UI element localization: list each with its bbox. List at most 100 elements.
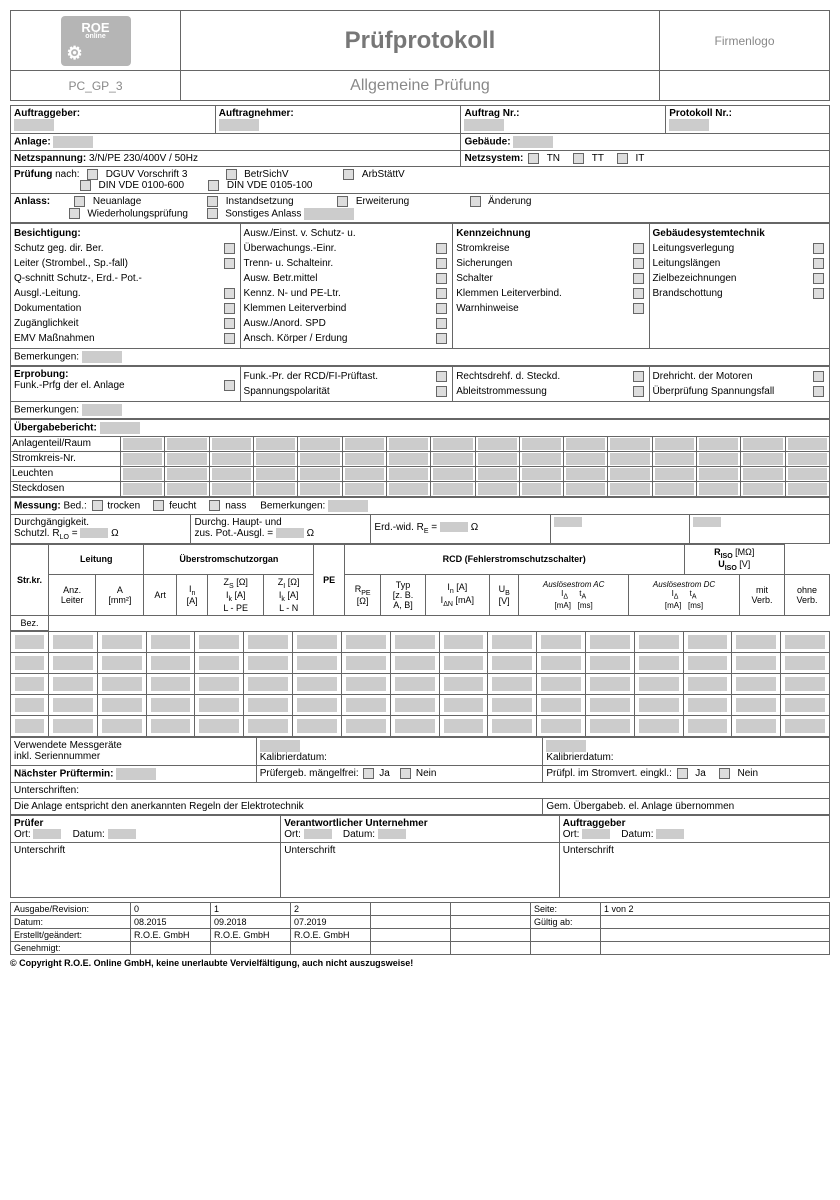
placeholder[interactable] — [464, 119, 504, 131]
checkbox[interactable] — [813, 273, 824, 284]
checkbox[interactable] — [224, 303, 235, 314]
placeholder[interactable] — [116, 768, 156, 780]
checkbox[interactable] — [813, 371, 824, 382]
checkbox[interactable] — [224, 243, 235, 254]
ma: [mA] — [555, 601, 571, 610]
checkbox[interactable] — [224, 258, 235, 269]
trocken: trocken — [107, 500, 140, 511]
sig3: Unterschrift — [559, 842, 829, 897]
placeholder[interactable] — [53, 136, 93, 148]
checkbox[interactable] — [363, 768, 374, 779]
as: A — [692, 594, 697, 601]
checkbox[interactable] — [633, 243, 644, 254]
placeholder[interactable] — [82, 351, 122, 363]
ueb-row3: Steckdosen — [11, 481, 830, 496]
checkbox[interactable] — [813, 243, 824, 254]
checkbox[interactable] — [528, 153, 539, 164]
placeholder[interactable] — [669, 119, 709, 131]
firmenlogo-cell: Firmenlogo — [660, 11, 830, 71]
item: Trenn- u. Schalteinr. — [244, 258, 334, 269]
placeholder[interactable] — [440, 522, 468, 532]
checkbox[interactable] — [226, 169, 237, 180]
row-label: Anlagenteil/Raum — [12, 438, 91, 449]
placeholder[interactable] — [304, 208, 354, 220]
mangel: Prüfergeb. mängelfrei: — [260, 768, 359, 779]
placeholder[interactable] — [693, 517, 721, 527]
checkbox[interactable] — [436, 386, 447, 397]
checkbox[interactable] — [813, 288, 824, 299]
placeholder[interactable] — [276, 528, 304, 538]
checkbox[interactable] — [617, 153, 628, 164]
checkbox[interactable] — [677, 768, 688, 779]
placeholder[interactable] — [219, 119, 259, 131]
placeholder[interactable] — [582, 829, 610, 839]
checkbox[interactable] — [209, 500, 220, 511]
checkbox[interactable] — [436, 288, 447, 299]
meas-table: Str.kr. Leitung Überstromschutzorgan PE … — [10, 544, 830, 631]
placeholder[interactable] — [14, 119, 54, 131]
checkbox[interactable] — [436, 333, 447, 344]
checkbox[interactable] — [633, 371, 644, 382]
firmenlogo-text: Firmenlogo — [714, 34, 774, 48]
h-rcd: RCD (Fehlerstromschutzschalter) — [344, 544, 684, 575]
mm2: [mm²] — [108, 595, 131, 605]
checkbox[interactable] — [436, 243, 447, 254]
ueb-row2: Leuchten — [11, 466, 830, 481]
placeholder[interactable] — [513, 136, 553, 148]
placeholder[interactable] — [328, 500, 368, 512]
checkbox[interactable] — [813, 258, 824, 269]
checkbox[interactable] — [436, 318, 447, 329]
checkbox[interactable] — [436, 303, 447, 314]
checkbox[interactable] — [633, 258, 644, 269]
checkbox[interactable] — [436, 258, 447, 269]
placeholder[interactable] — [546, 740, 586, 752]
checkbox[interactable] — [224, 380, 235, 391]
checkbox[interactable] — [633, 386, 644, 397]
placeholder[interactable] — [82, 404, 122, 416]
checkbox[interactable] — [633, 273, 644, 284]
checkbox[interactable] — [224, 318, 235, 329]
checkbox[interactable] — [436, 371, 447, 382]
erp-title: Erprobung: — [14, 369, 68, 380]
checkbox[interactable] — [813, 386, 824, 397]
h-zi: ZI [Ω]Ik [A]L - N — [263, 575, 313, 616]
placeholder[interactable] — [554, 517, 582, 527]
checkbox[interactable] — [69, 208, 80, 219]
placeholder[interactable] — [656, 829, 684, 839]
checkbox[interactable] — [436, 273, 447, 284]
checkbox[interactable] — [74, 196, 85, 207]
checkbox[interactable] — [153, 500, 164, 511]
checkbox[interactable] — [400, 768, 411, 779]
placeholder[interactable] — [378, 829, 406, 839]
checkbox[interactable] — [224, 288, 235, 299]
checkbox[interactable] — [87, 169, 98, 180]
seite: Seite: — [531, 902, 601, 915]
placeholder[interactable] — [33, 829, 61, 839]
checkbox[interactable] — [343, 169, 354, 180]
placeholder[interactable] — [304, 829, 332, 839]
checkbox[interactable] — [80, 180, 91, 191]
checkbox[interactable] — [719, 768, 730, 779]
placeholder[interactable] — [260, 740, 300, 752]
placeholder[interactable] — [80, 528, 108, 538]
checkbox[interactable] — [208, 180, 219, 191]
checkbox[interactable] — [573, 153, 584, 164]
checkbox[interactable] — [92, 500, 103, 511]
row-label: Leuchten — [12, 468, 53, 479]
unterschrift: Unterschrift — [14, 845, 65, 856]
placeholder[interactable] — [100, 422, 140, 434]
placeholder[interactable] — [108, 829, 136, 839]
checkbox[interactable] — [224, 333, 235, 344]
unterschr-cell: Unterschriften: — [11, 782, 830, 798]
checkbox[interactable] — [470, 196, 481, 207]
ueb-title-cell: Übergabebericht: — [11, 419, 830, 436]
checkbox[interactable] — [207, 208, 218, 219]
item: Schalter — [456, 273, 493, 284]
nass: nass — [225, 500, 246, 511]
checkbox[interactable] — [633, 303, 644, 314]
checkbox[interactable] — [633, 288, 644, 299]
checkbox[interactable] — [337, 196, 348, 207]
checkbox[interactable] — [207, 196, 218, 207]
item: Klemmen Leiterverbind — [244, 303, 347, 314]
ohm: Ω — [471, 522, 478, 533]
